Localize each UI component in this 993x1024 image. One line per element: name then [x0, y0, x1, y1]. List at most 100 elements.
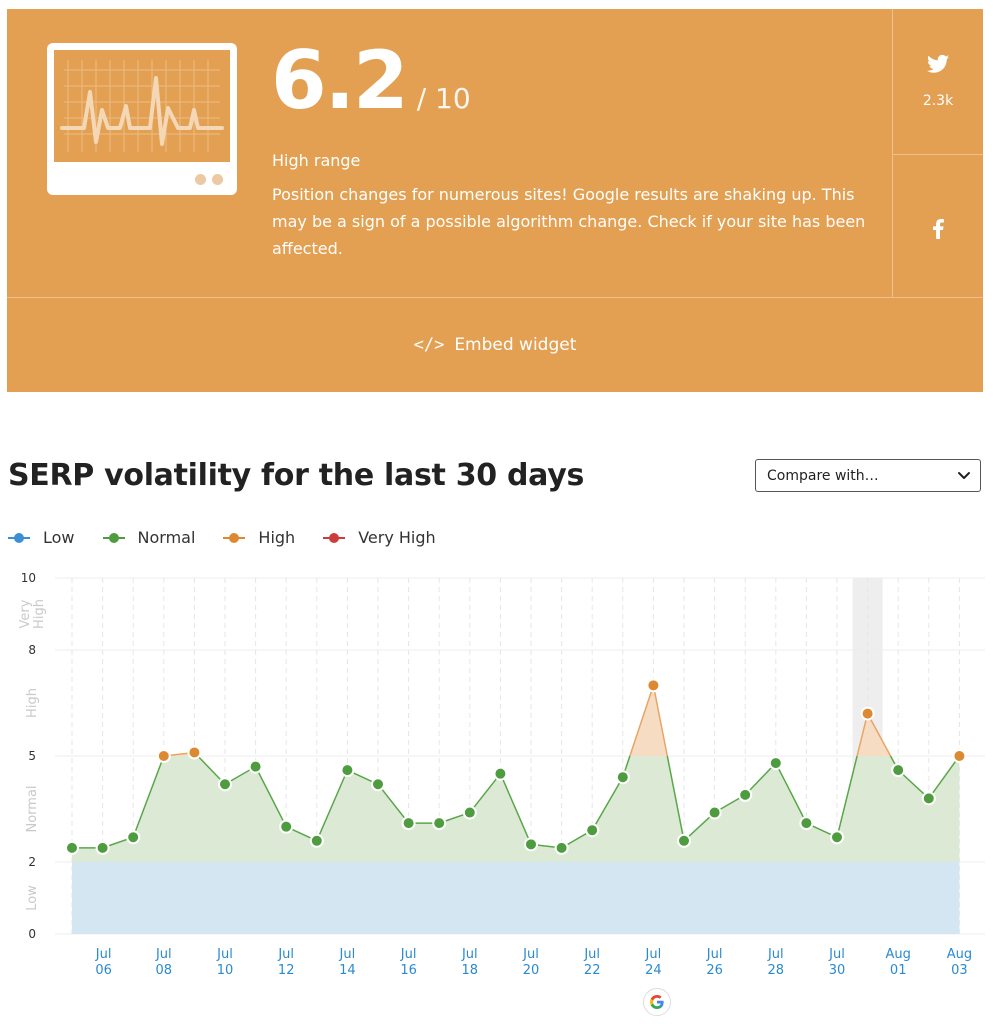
score-value: 6.2: [271, 34, 409, 127]
x-tick-month: Jul: [216, 947, 233, 962]
data-point: [952, 749, 967, 763]
data-point: [799, 816, 814, 831]
code-icon: </>: [413, 335, 445, 355]
divider: [893, 154, 983, 155]
zone-label: Low: [25, 885, 40, 911]
x-tick-month: Jul: [522, 947, 539, 962]
legend-item-normal[interactable]: Normal: [102, 528, 196, 547]
x-tick-month: Jul: [95, 947, 112, 962]
data-point: [218, 777, 232, 792]
x-tick-day: 01: [890, 963, 907, 978]
low-zone-area: [72, 862, 960, 934]
zone-label-text: High: [25, 688, 40, 718]
compare-with-dropdown[interactable]: Compare with…: [755, 459, 981, 492]
data-point: [554, 840, 569, 855]
x-tick-month: Jul: [767, 947, 784, 962]
x-tick-month: Aug: [947, 947, 972, 962]
legend-label: Normal: [137, 528, 196, 547]
high-zone-area: [72, 685, 960, 756]
data-point: [187, 745, 202, 760]
x-tick-month: Jul: [645, 947, 662, 962]
series-line: [377, 783, 410, 824]
x-tick-day: 28: [768, 963, 785, 978]
volatility-score: 6.2 / 10: [271, 33, 471, 129]
x-tick-day: 06: [95, 963, 112, 978]
twitter-share-button[interactable]: 2.3k: [893, 9, 983, 154]
zone-label-text: High: [32, 599, 47, 629]
facebook-share-button[interactable]: [893, 155, 983, 297]
series-line: [744, 762, 777, 796]
data-point: [95, 840, 110, 855]
legend-item-very-high[interactable]: Very High: [323, 528, 436, 547]
legend-marker-icon: [102, 532, 125, 543]
google-g-icon: [650, 995, 664, 1009]
data-point: [921, 791, 936, 806]
x-tick-month: Jul: [400, 947, 417, 962]
divider: [7, 297, 983, 298]
series-line: [856, 713, 869, 757]
data-point: [615, 770, 630, 785]
series-line: [866, 713, 892, 757]
data-point: [156, 749, 171, 763]
data-point: [707, 805, 722, 820]
monitor-illustration: [47, 43, 237, 195]
y-tick-label: 2: [28, 855, 36, 869]
data-point: [371, 777, 385, 792]
x-tick-month: Jul: [583, 947, 600, 962]
data-point: [738, 787, 753, 802]
legend-label: Very High: [358, 528, 436, 547]
monitor-indicator-dot: [212, 174, 223, 185]
google-update-marker[interactable]: [643, 988, 671, 1016]
twitter-share-count: 2.3k: [922, 93, 954, 109]
x-tick-month: Jul: [155, 947, 172, 962]
legend-marker-icon: [223, 532, 246, 543]
x-tick-month: Jul: [277, 947, 294, 962]
legend-label: Low: [43, 528, 75, 547]
legend-item-low[interactable]: Low: [8, 528, 75, 547]
x-tick-day: 22: [584, 963, 601, 978]
zone-label: Very High: [18, 599, 47, 629]
twitter-bird-icon: [927, 54, 949, 73]
x-tick-day: 14: [339, 963, 356, 978]
x-tick-day: 16: [400, 963, 417, 978]
y-tick-label: 10: [21, 571, 36, 585]
divider: [892, 9, 893, 297]
zone-label-text: Low: [25, 885, 40, 911]
x-tick-day: 12: [278, 963, 295, 978]
legend-item-high[interactable]: High: [223, 528, 295, 547]
series-line: [469, 773, 501, 813]
data-point: [279, 819, 294, 834]
zone-label: Normal: [25, 785, 40, 832]
x-tick-month: Jul: [339, 947, 356, 962]
score-panel: 6.2 / 10 High range Position changes for…: [7, 9, 983, 392]
compare-with-label: Compare with…: [767, 467, 879, 484]
score-max: / 10: [416, 82, 471, 115]
y-tick-label: 8: [28, 643, 36, 657]
monitor-indicator-dot: [195, 174, 206, 185]
chevron-down-icon: [958, 472, 970, 479]
zone-label: High: [25, 688, 40, 718]
x-tick-day: 24: [645, 963, 662, 978]
data-point: [493, 766, 508, 781]
zone-label-text: Normal: [25, 785, 40, 832]
data-point: [432, 816, 447, 831]
data-point: [860, 706, 875, 721]
x-tick-day: 20: [523, 963, 540, 978]
data-point: [65, 840, 79, 855]
embed-widget-button[interactable]: </> Embed widget: [7, 298, 983, 392]
embed-widget-label: Embed widget: [454, 335, 577, 355]
x-tick-day: 03: [951, 963, 968, 978]
x-tick-month: Jul: [828, 947, 845, 962]
data-point: [585, 823, 600, 838]
series-line: [652, 685, 669, 757]
chart-legend: Low Normal High Very High: [8, 528, 464, 547]
zone-label-text: Very: [18, 599, 33, 628]
data-point: [462, 805, 477, 820]
y-tick-label: 0: [28, 927, 36, 941]
chart-section-title: SERP volatility for the last 30 days: [8, 458, 585, 493]
data-point: [830, 830, 844, 845]
facebook-icon: [933, 219, 944, 239]
data-point: [309, 833, 324, 848]
y-tick-label: 5: [28, 749, 36, 763]
